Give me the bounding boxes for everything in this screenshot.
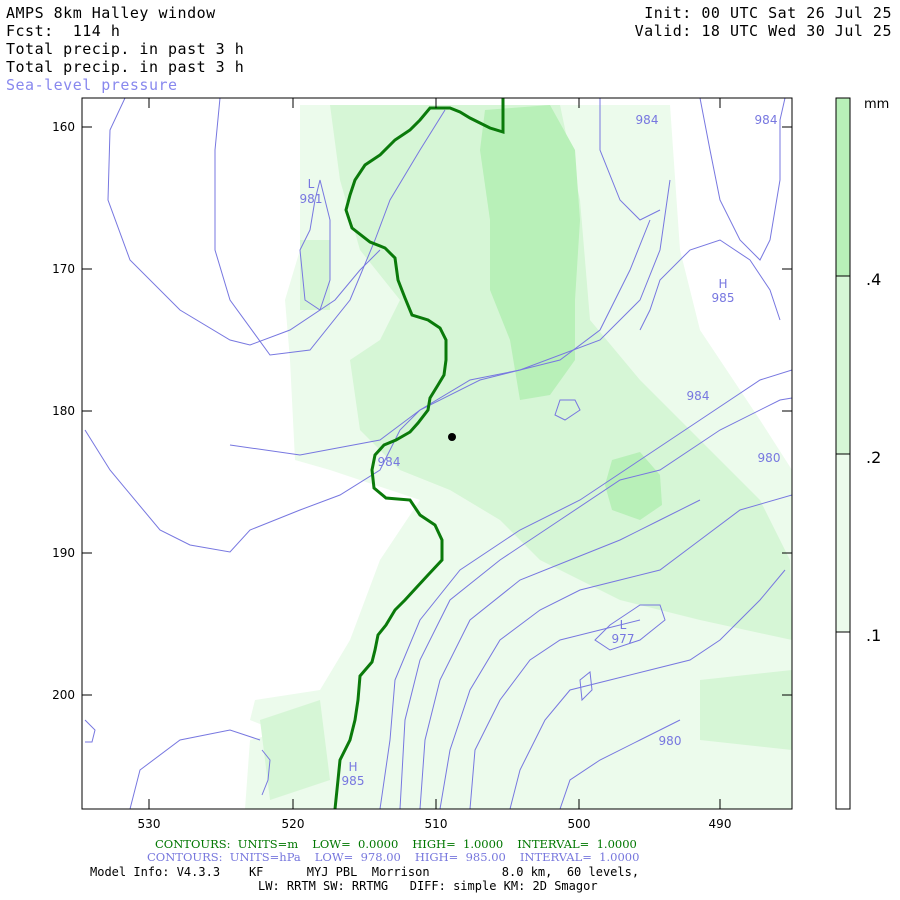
x-tick-530: 530 (138, 817, 161, 831)
halley-station-marker (448, 433, 456, 441)
field-label-2: Total precip. in past 3 h (6, 58, 245, 76)
y-tick-200: 200 (52, 688, 75, 702)
header-left: AMPS 8km Halley window Fcst: 114 h Total p… (6, 4, 244, 94)
colorbar-segment-mid (836, 276, 850, 454)
model-title: AMPS 8km Halley window (6, 4, 216, 22)
isobars (84, 98, 792, 809)
x-tick-490: 490 (709, 817, 732, 831)
isobar-label-984-c: 984 (687, 389, 710, 403)
field-label-1: Total precip. in past 3 h (6, 40, 245, 58)
precip-shading: L 981 H 985 984 984 984 984 980 980 L 97… (84, 98, 792, 809)
colorbar-segment-none (836, 632, 850, 809)
low-value-981: 981 (300, 192, 323, 206)
isobar-label-984-a: 984 (636, 113, 659, 127)
valid-time: Valid: 18 UTC Wed 30 Jul 25 (634, 22, 892, 40)
footer-green-high: HIGH= 1.0000 (412, 837, 504, 851)
x-tick-510: 510 (425, 817, 448, 831)
isobar-label-984-d: 984 (378, 455, 401, 469)
y-tick-160: 160 (52, 120, 75, 134)
header-right: Init: 00 UTC Sat 26 Jul 25 Valid: 18 UTC … (635, 4, 892, 40)
colorbar-unit: mm (864, 97, 889, 112)
precip-area-high (480, 105, 580, 400)
y-tick-190: 190 (52, 546, 75, 560)
precip-area-mid-2 (300, 240, 330, 310)
isobar-label-980-a: 980 (758, 451, 781, 465)
high-value-985: 985 (712, 291, 735, 305)
init-time: Init: 00 UTC Sat 26 Jul 25 (644, 4, 892, 22)
high-value-985-b: 985 (342, 774, 365, 788)
isobar-label-984-b: 984 (755, 113, 778, 127)
footer-contours-pressure: CONTOURS: UNITS=hPa LOW= 978.00 HIGH= 985.… (147, 851, 653, 864)
isobar-labels: L 981 H 985 984 984 984 984 980 980 L 97… (300, 113, 781, 788)
footer-physics-info: LW: RRTM SW: RRTMG DIFF: simple KM: 2D S… (258, 879, 598, 893)
y-ticks (82, 126, 792, 696)
footer-blue-low: LOW= 978.00 (314, 850, 401, 864)
colorbar-level-02: .2 (866, 448, 881, 467)
footer-blue-interval: INTERVAL= 1.0000 (519, 850, 640, 864)
forecast-hour: Fcst: 114 h (6, 22, 121, 40)
isobar-label-980-b: 980 (659, 734, 682, 748)
footer-green-interval: INTERVAL= 1.0000 (517, 837, 637, 851)
x-ticks (148, 98, 721, 809)
footer-blue-high: HIGH= 985.00 (414, 850, 506, 864)
footer-contours-height: CONTOURS: UNITS=m LOW= 0.0000 HIGH= 1.0000… (155, 838, 651, 851)
footer-green-low: LOW= 0.0000 (312, 837, 399, 851)
precip-area-mid-4 (260, 700, 330, 800)
colorbar-segment-high (836, 98, 850, 276)
y-tick-180: 180 (52, 404, 75, 418)
colorbar-segment-low (836, 454, 850, 632)
field-label-slp: Sea-level pressure (6, 76, 178, 94)
x-tick-labels: 530 520 510 500 490 (138, 817, 732, 831)
footer-model-info: Model Info: V4.3.3 KF MYJ PBL Morrison 8… (90, 865, 640, 879)
high-label-1: H (718, 277, 727, 291)
x-tick-500: 500 (568, 817, 591, 831)
low-label-1: L (308, 177, 315, 191)
colorbar-level-04: .4 (866, 270, 881, 289)
precip-area-mid-3 (700, 670, 792, 750)
plot-frame (81, 97, 793, 810)
colorbar-level-01: .1 (866, 626, 881, 645)
x-tick-520: 520 (282, 817, 305, 831)
footer-green-units: CONTOURS: UNITS=m (155, 837, 299, 851)
precip-area-high-2 (605, 452, 662, 520)
low-label-2: L (620, 618, 627, 632)
coastline (333, 98, 505, 809)
high-label-2: H (348, 760, 357, 774)
footer-blue-units: CONTOURS: UNITS=hPa (147, 850, 301, 864)
low-value-977: 977 (612, 632, 635, 646)
y-tick-labels: 160 170 180 190 200 (52, 120, 75, 702)
y-tick-170: 170 (52, 262, 75, 276)
colorbar: mm .4 .2 .1 (835, 97, 889, 810)
